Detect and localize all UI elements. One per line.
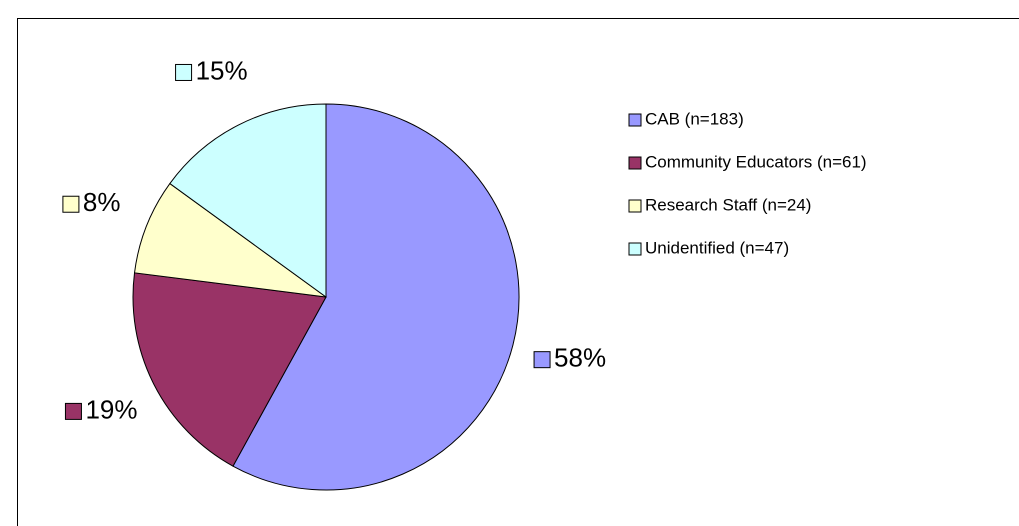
data-label-key bbox=[62, 195, 80, 213]
pie-slice bbox=[169, 103, 327, 298]
data-label-key bbox=[64, 402, 82, 420]
pie-slice bbox=[232, 103, 520, 491]
legend-key bbox=[628, 113, 642, 127]
legend-key bbox=[628, 242, 642, 256]
legend-label: Unidentified (n=47) bbox=[645, 238, 789, 257]
data-label-key bbox=[175, 63, 193, 81]
data-label: 58% bbox=[554, 343, 606, 373]
data-label-key bbox=[533, 351, 551, 369]
data-label: 8% bbox=[83, 187, 121, 217]
legend-label: CAB (n=183) bbox=[645, 109, 744, 128]
legend-label: Community Educators (n=61) bbox=[645, 152, 867, 171]
legend-key bbox=[628, 199, 642, 213]
data-label: 15% bbox=[196, 55, 248, 85]
legend-key bbox=[628, 156, 642, 170]
pie-slice bbox=[133, 182, 327, 298]
pie-slice bbox=[132, 272, 327, 467]
data-label: 19% bbox=[85, 394, 137, 424]
legend-label: Research Staff (n=24) bbox=[645, 195, 811, 214]
